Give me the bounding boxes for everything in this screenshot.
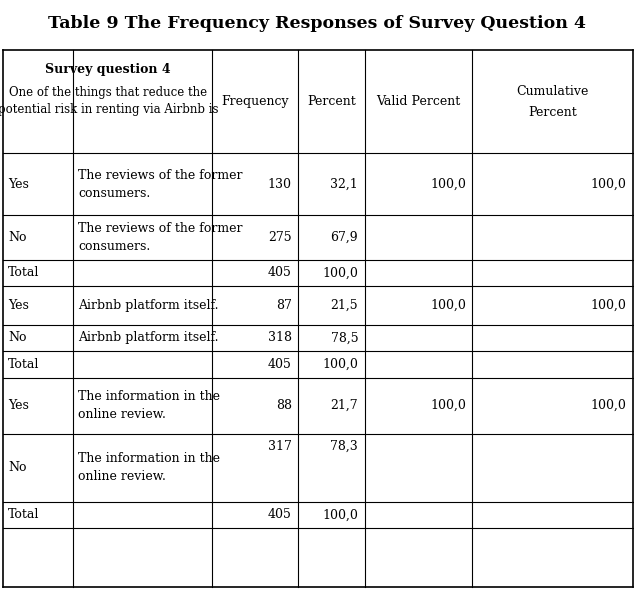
Text: Percent: Percent <box>528 106 577 119</box>
Text: 88: 88 <box>276 399 292 412</box>
Text: The reviews of the former
consumers.: The reviews of the former consumers. <box>78 169 242 200</box>
Text: 317: 317 <box>268 440 292 453</box>
Text: Table 9 The Frequency Responses of Survey Question 4: Table 9 The Frequency Responses of Surve… <box>48 15 586 32</box>
Text: Survey question 4: Survey question 4 <box>45 63 171 76</box>
Text: No: No <box>8 461 27 474</box>
Text: 32,1: 32,1 <box>330 178 358 191</box>
Text: The information in the
online review.: The information in the online review. <box>78 452 220 483</box>
Text: Valid Percent: Valid Percent <box>377 95 460 109</box>
Text: 275: 275 <box>268 231 292 244</box>
Text: Frequency: Frequency <box>221 95 289 109</box>
Text: 318: 318 <box>268 331 292 345</box>
Text: Total: Total <box>8 508 39 522</box>
Text: 100,0: 100,0 <box>322 266 358 280</box>
Text: Total: Total <box>8 358 39 371</box>
Text: 405: 405 <box>268 508 292 522</box>
Text: 100,0: 100,0 <box>590 178 626 191</box>
Text: 21,7: 21,7 <box>330 399 358 412</box>
Text: One of the things that reduce the: One of the things that reduce the <box>9 86 207 99</box>
Text: 100,0: 100,0 <box>430 299 466 312</box>
Text: 100,0: 100,0 <box>590 399 626 412</box>
Text: 100,0: 100,0 <box>430 178 466 191</box>
Text: No: No <box>8 231 27 244</box>
Text: No: No <box>8 331 27 345</box>
Text: 405: 405 <box>268 358 292 371</box>
Text: 405: 405 <box>268 266 292 280</box>
Text: 100,0: 100,0 <box>322 508 358 522</box>
Text: 78,3: 78,3 <box>330 440 358 453</box>
Text: 100,0: 100,0 <box>590 299 626 312</box>
Text: 100,0: 100,0 <box>322 358 358 371</box>
Text: Total: Total <box>8 266 39 280</box>
Text: The information in the
online review.: The information in the online review. <box>78 390 220 421</box>
Text: Cumulative: Cumulative <box>516 84 589 98</box>
Text: Yes: Yes <box>8 178 29 191</box>
Text: The reviews of the former
consumers.: The reviews of the former consumers. <box>78 222 242 253</box>
Text: potential risk in renting via Airbnb is: potential risk in renting via Airbnb is <box>0 103 218 116</box>
Text: 78,5: 78,5 <box>330 331 358 345</box>
Text: 67,9: 67,9 <box>330 231 358 244</box>
Text: 21,5: 21,5 <box>330 299 358 312</box>
Text: 100,0: 100,0 <box>430 399 466 412</box>
Text: Yes: Yes <box>8 299 29 312</box>
Text: Percent: Percent <box>307 95 356 109</box>
Text: 130: 130 <box>268 178 292 191</box>
Text: Airbnb platform itself.: Airbnb platform itself. <box>78 331 219 345</box>
Text: Yes: Yes <box>8 399 29 412</box>
Text: 87: 87 <box>276 299 292 312</box>
Text: Airbnb platform itself.: Airbnb platform itself. <box>78 299 219 312</box>
